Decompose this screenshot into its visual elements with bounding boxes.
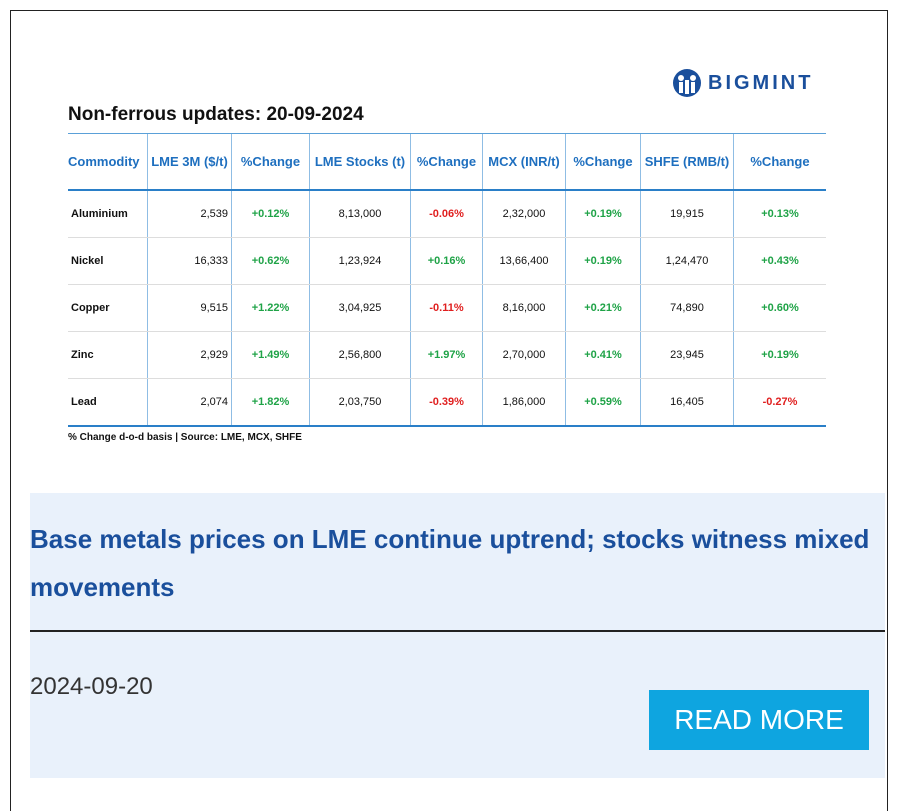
change-cell: +0.19% [565,190,641,238]
column-header: %Change [565,133,641,191]
page: BIGMINT Non-ferrous updates: 20-09-2024 … [10,10,888,811]
change-cell: +0.21% [565,284,641,332]
value-cell: 8,16,000 [482,284,566,332]
logo: BIGMINT [672,66,813,100]
table-row: Copper 9,515 +1.22% 3,04,925 -0.11% 8,16,000 +… [68,284,826,332]
value-cell: 8,13,000 [309,190,411,238]
divider [30,630,885,632]
value-cell: 1,24,470 [640,237,734,285]
table-row: Aluminium 2,539 +0.12% 8,13,000 -0.06% 2,32,0… [68,190,826,238]
change-cell: -0.11% [410,284,483,332]
change-cell: +0.19% [733,331,826,379]
commodity-cell: Aluminium [68,190,148,238]
article-panel: Base metals prices on LME continue uptre… [30,493,885,778]
column-header: Commodity [68,133,148,191]
column-header: SHFE (RMB/t) [640,133,734,191]
value-cell: 3,04,925 [309,284,411,332]
value-cell: 23,945 [640,331,734,379]
value-cell: 2,074 [147,378,232,427]
table-row: Nickel 16,333 +0.62% 1,23,924 +0.16% 13,66,40… [68,237,826,285]
logo-text: BIGMINT [708,71,814,94]
commodity-cell: Nickel [68,237,148,285]
change-cell: +1.49% [231,331,310,379]
column-header: MCX (INR/t) [482,133,566,191]
change-cell: -0.06% [410,190,483,238]
change-cell: +0.60% [733,284,826,332]
change-cell: +0.59% [565,378,641,427]
change-cell: -0.39% [410,378,483,427]
value-cell: 2,929 [147,331,232,379]
value-cell: 16,333 [147,237,232,285]
value-cell: 74,890 [640,284,734,332]
change-cell: +1.97% [410,331,483,379]
value-cell: 13,66,400 [482,237,566,285]
table-title: Non-ferrous updates: 20-09-2024 [68,104,364,125]
change-cell: +0.16% [410,237,483,285]
value-cell: 2,539 [147,190,232,238]
card-frame [10,10,888,811]
change-cell: +0.19% [565,237,641,285]
column-header: LME 3M ($/t) [147,133,232,191]
column-header: LME Stocks (t) [309,133,411,191]
change-cell: -0.27% [733,378,826,427]
value-cell: 1,23,924 [309,237,411,285]
column-header: %Change [733,133,826,191]
table-body: Aluminium 2,539 +0.12% 8,13,000 -0.06% 2,32,0… [68,190,826,427]
date: 2024-09-20 [30,673,153,700]
price-table: Commodity LME 3M ($/t) %Change LME Stocks (… [68,133,826,427]
value-cell: 1,86,000 [482,378,566,427]
commodity-cell: Lead [68,378,148,427]
change-cell: +0.43% [733,237,826,285]
change-cell: +0.12% [231,190,310,238]
change-cell: +0.13% [733,190,826,238]
headline[interactable]: Base metals prices on LME continue uptre… [30,524,870,602]
value-cell: 2,56,800 [309,331,411,379]
footnote: % Change d-o-d basis | Source: LME, MCX,… [68,432,302,443]
header-row: Commodity LME 3M ($/t) %Change LME Stocks (… [68,133,826,191]
change-cell: +0.41% [565,331,641,379]
table-row: Zinc 2,929 +1.49% 2,56,800 +1.97% 2,70,000 +0.… [68,331,826,379]
read-more-button[interactable]: READ MORE [649,690,869,750]
value-cell: 16,405 [640,378,734,427]
change-cell: +1.82% [231,378,310,427]
value-cell: 9,515 [147,284,232,332]
change-cell: +0.62% [231,237,310,285]
column-header: %Change [231,133,310,191]
commodity-cell: Zinc [68,331,148,379]
value-cell: 19,915 [640,190,734,238]
table-row: Lead 2,074 +1.82% 2,03,750 -0.39% 1,86,000 +0.… [68,378,826,427]
logo-icon [673,69,701,97]
value-cell: 2,32,000 [482,190,566,238]
value-cell: 2,70,000 [482,331,566,379]
value-cell: 2,03,750 [309,378,411,427]
change-cell: +1.22% [231,284,310,332]
column-header: %Change [410,133,483,191]
commodity-cell: Copper [68,284,148,332]
